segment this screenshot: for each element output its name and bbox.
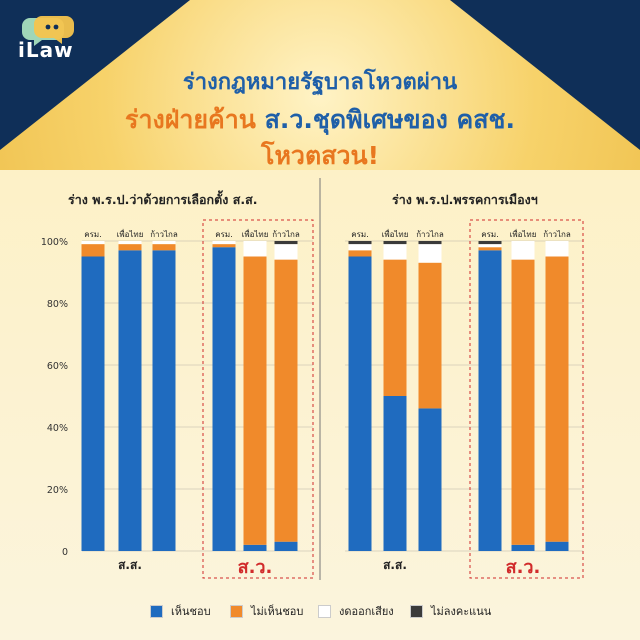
category-label: ก้าวไกล xyxy=(272,230,300,239)
bar-segment xyxy=(511,241,535,260)
category-label: ก้าวไกล xyxy=(543,230,571,239)
bar-segment xyxy=(545,241,569,257)
category-label: เพื่อไทย xyxy=(510,228,537,239)
y-tick-label: 100% xyxy=(41,237,68,248)
category-label: ครม. xyxy=(481,230,498,239)
group-label: ส.ส. xyxy=(383,558,407,572)
bar-segment xyxy=(478,241,502,245)
headline-line2: ร่างฝ่ายค้าน ส.ว.ชุดพิเศษของ คสช. xyxy=(0,100,640,140)
bar-segment xyxy=(418,262,442,409)
bar-segment xyxy=(212,247,236,551)
legend-swatch-approve xyxy=(150,604,163,618)
category-label: ครม. xyxy=(215,230,232,239)
legend-label-no-vote: ไม่ลงคะแนน xyxy=(431,605,492,618)
bar-segment xyxy=(478,250,502,552)
category-label: เพื่อไทย xyxy=(117,228,144,239)
y-tick-label: 40% xyxy=(47,423,68,434)
bar-segment xyxy=(243,544,267,551)
bar-segment xyxy=(383,241,407,245)
legend-label-disapprove: ไม่เห็นชอบ xyxy=(251,605,304,618)
chart-title-party-bill: ร่าง พ.ร.ป.พรรคการเมืองฯ xyxy=(392,192,538,207)
legend-item-no-vote: ไม่ลงคะแนน xyxy=(410,602,491,620)
bar-segment xyxy=(212,244,236,248)
bar-segment xyxy=(418,241,442,245)
bar-segment xyxy=(418,408,442,551)
category-label: ครม. xyxy=(351,230,368,239)
legend-label-abstain: งดออกเสียง xyxy=(339,605,394,618)
headline-line1: ร่างกฎหมายรัฐบาลโหวตผ่าน xyxy=(182,70,458,95)
legend-item-abstain: งดออกเสียง xyxy=(318,602,394,620)
bar-segment xyxy=(152,241,176,245)
logo-text: iLaw xyxy=(18,38,74,62)
bar-segment xyxy=(348,244,372,251)
y-tick-label: 80% xyxy=(47,299,68,310)
bar-segment xyxy=(274,259,298,542)
headline-line2-blue: ส.ว.ชุดพิเศษของ คสช. xyxy=(264,105,515,134)
bar-segment xyxy=(383,259,407,396)
headline-line2-orange: ร่างฝ่ายค้าน xyxy=(125,105,256,134)
category-label: ครม. xyxy=(84,230,101,239)
bar-segment xyxy=(243,241,267,257)
bar-segment xyxy=(478,244,502,248)
category-label: เพื่อไทย xyxy=(382,228,409,239)
bar-segment xyxy=(81,244,105,257)
bar-segment xyxy=(418,244,442,263)
bar-segment xyxy=(212,241,236,245)
highlight-box-senate xyxy=(202,219,314,579)
legend-swatch-abstain xyxy=(318,604,331,618)
bar-segment xyxy=(81,256,105,551)
category-label: ก้าวไกล xyxy=(150,230,178,239)
bar-segment xyxy=(383,244,407,260)
bar-segment xyxy=(118,250,142,552)
bar-segment xyxy=(511,259,535,545)
highlight-box-senate xyxy=(469,219,584,579)
bar-segment xyxy=(348,241,372,245)
bar-segment xyxy=(152,244,176,251)
bar-segment xyxy=(81,241,105,245)
bar-segment xyxy=(274,541,298,551)
legend: เห็นชอบ ไม่เห็นชอบ งดออกเสียง ไม่ลงคะแนน xyxy=(0,602,640,626)
bar-segment xyxy=(243,256,267,545)
legend-label-approve: เห็นชอบ xyxy=(171,605,211,618)
bar-segment xyxy=(478,247,502,251)
bar-segment xyxy=(152,250,176,552)
bar-segment xyxy=(383,396,407,551)
y-tick-label: 60% xyxy=(47,361,68,372)
legend-item-disapprove: ไม่เห็นชอบ xyxy=(230,602,303,620)
y-tick-label: 0 xyxy=(62,547,68,558)
bar-segment xyxy=(274,244,298,260)
bar-segment xyxy=(118,241,142,245)
bar-segment xyxy=(348,250,372,257)
legend-swatch-disapprove xyxy=(230,604,243,618)
bar-segment xyxy=(118,244,142,251)
group-label: ส.ว. xyxy=(506,557,541,578)
chart-title-election-bill: ร่าง พ.ร.ป.ว่าด้วยการเลือกตั้ง ส.ส. xyxy=(68,192,258,207)
legend-item-approve: เห็นชอบ xyxy=(150,602,211,620)
category-label: เพื่อไทย xyxy=(242,228,269,239)
group-label: ส.ส. xyxy=(118,558,142,572)
bar-segment xyxy=(348,256,372,551)
legend-swatch-no-vote xyxy=(410,604,423,618)
category-label: ก้าวไกล xyxy=(416,230,444,239)
y-tick-label: 20% xyxy=(47,485,68,496)
ilaw-logo-icon xyxy=(22,16,74,46)
bar-segment xyxy=(511,544,535,551)
headline-line3: โหวตสวน! xyxy=(261,141,379,170)
bar-segment xyxy=(545,541,569,551)
group-label: ส.ว. xyxy=(238,557,273,578)
bar-segment xyxy=(274,241,298,245)
bar-segment xyxy=(545,256,569,542)
